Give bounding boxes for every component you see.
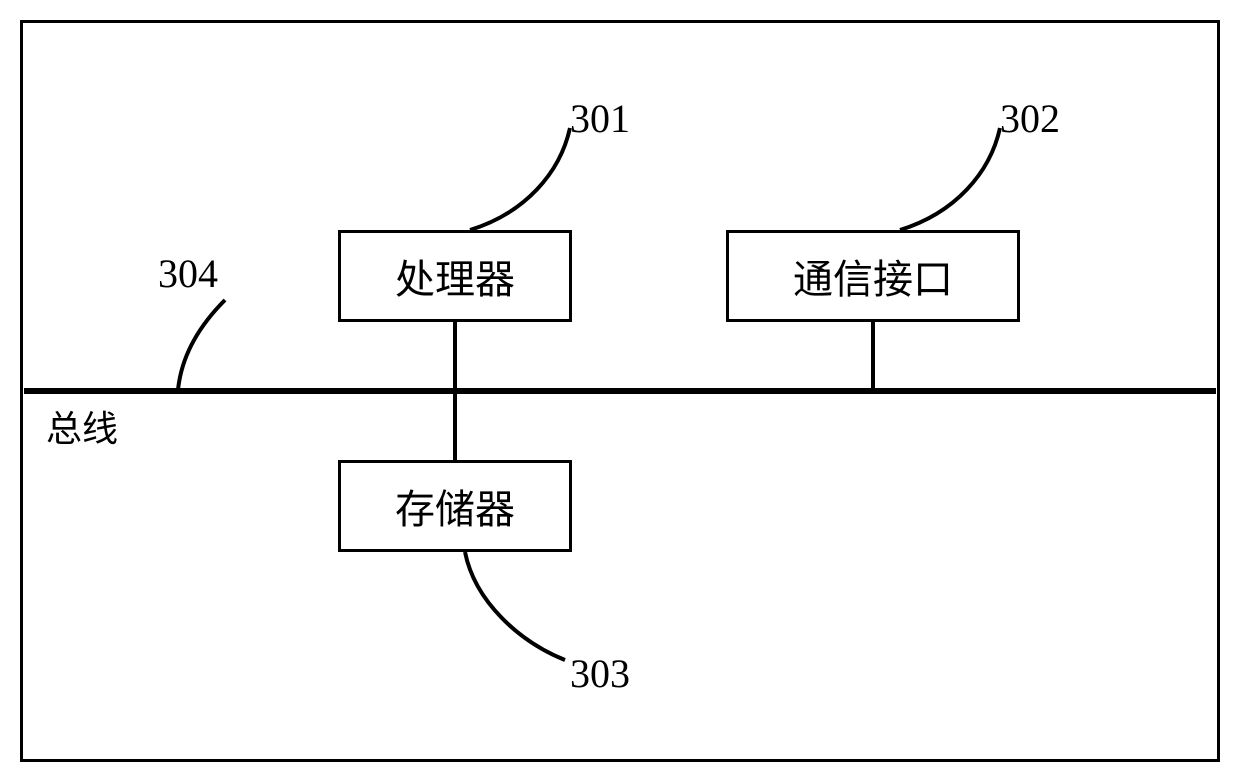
comm-interface-box: 通信接口 — [726, 230, 1020, 322]
comm-interface-label: 通信接口 — [793, 247, 953, 305]
diagram-canvas: 总线 304 处理器 301 通信接口 302 存储器 303 — [0, 0, 1240, 782]
bus-ref-number: 304 — [158, 250, 218, 297]
memory-box: 存储器 — [338, 460, 572, 552]
processor-leader — [470, 128, 580, 238]
memory-connector — [453, 394, 457, 460]
processor-box: 处理器 — [338, 230, 572, 322]
memory-ref-number: 303 — [570, 650, 630, 697]
comm-interface-ref-number: 302 — [1000, 95, 1060, 142]
processor-connector — [453, 322, 457, 388]
comm-interface-leader — [900, 128, 1010, 238]
bus-leader — [170, 300, 240, 390]
comm-interface-connector — [871, 322, 875, 388]
bus-label: 总线 — [46, 400, 118, 452]
memory-label: 存储器 — [395, 477, 515, 535]
memory-leader — [465, 552, 575, 662]
processor-label: 处理器 — [395, 247, 515, 305]
processor-ref-number: 301 — [570, 95, 630, 142]
